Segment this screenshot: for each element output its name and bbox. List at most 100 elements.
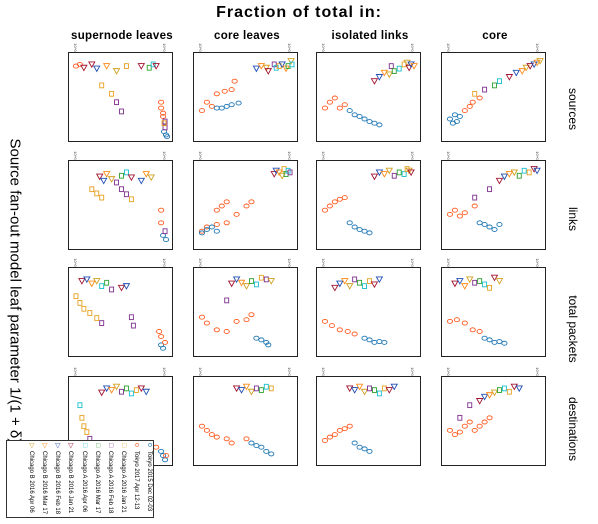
scatter-plot-area <box>198 58 295 114</box>
data-point <box>228 102 235 108</box>
data-point <box>482 281 488 288</box>
data-point <box>391 68 397 74</box>
data-point <box>114 99 119 106</box>
data-point <box>410 63 418 70</box>
data-point <box>446 116 453 122</box>
data-point <box>362 283 367 289</box>
data-point <box>345 385 354 393</box>
data-point <box>146 64 152 71</box>
data-point <box>372 387 377 393</box>
data-point <box>268 451 275 457</box>
data-point <box>518 68 526 75</box>
data-point <box>213 91 220 97</box>
data-point <box>158 334 165 339</box>
data-point <box>505 74 514 81</box>
axis-tick-label: 10^0 <box>320 43 326 52</box>
data-point <box>388 63 394 69</box>
data-point <box>366 230 373 236</box>
data-point <box>133 387 139 393</box>
data-point <box>160 110 167 116</box>
data-point <box>223 436 230 442</box>
data-point <box>341 102 348 108</box>
scatter-plot-area <box>446 383 524 438</box>
data-point <box>515 385 524 393</box>
data-point <box>262 64 271 72</box>
legend-label: Chicago B 2016 Feb 18 <box>54 451 60 515</box>
legend-marker: ▷ <box>28 443 35 449</box>
data-point <box>249 278 254 284</box>
data-point <box>360 388 369 396</box>
data-point <box>213 434 220 440</box>
data-point <box>233 211 240 217</box>
data-point <box>252 65 261 73</box>
scatter-plot-area <box>198 166 293 236</box>
row-label-links: links <box>566 206 580 231</box>
data-point <box>142 171 151 178</box>
data-point <box>109 90 115 97</box>
data-point <box>102 171 111 178</box>
axis-tick-label: 10^0 <box>534 151 540 160</box>
data-point <box>351 224 358 230</box>
axis-tick-label: 10^0 <box>320 367 326 376</box>
scatter-panel-links-core-leaves: 10^0 10^0 <box>193 151 298 250</box>
data-point <box>467 402 473 409</box>
data-point <box>481 419 488 425</box>
legend-marker: □ <box>81 443 88 448</box>
data-point <box>258 274 264 281</box>
data-point <box>158 220 165 226</box>
data-point <box>456 114 463 119</box>
data-point <box>128 196 134 203</box>
data-point <box>161 120 167 127</box>
data-point <box>385 387 394 394</box>
data-point <box>88 280 96 288</box>
data-point <box>213 327 220 333</box>
data-point <box>492 82 497 89</box>
scatter-panel-sources-supernode-leaves: 10^0 10^0 <box>68 43 173 142</box>
data-point <box>375 169 384 177</box>
data-point <box>162 118 168 125</box>
data-point <box>461 320 468 326</box>
data-point <box>153 444 160 450</box>
data-point <box>336 280 344 288</box>
data-point <box>510 383 519 391</box>
data-point <box>530 166 538 173</box>
scatter-plot-area <box>446 274 508 346</box>
data-point <box>273 64 279 71</box>
data-point <box>237 387 246 394</box>
data-point <box>376 122 383 128</box>
data-point <box>81 423 87 430</box>
legend-label: Tokyo 2015 Dec 02-03 <box>146 451 152 512</box>
data-point <box>89 186 95 193</box>
data-point <box>361 335 368 341</box>
legend-marker: ▷ <box>41 443 48 449</box>
data-point <box>385 71 394 79</box>
data-point <box>407 169 415 177</box>
data-point <box>321 438 328 443</box>
data-point <box>367 385 372 392</box>
data-point <box>385 167 394 175</box>
axis-tick-label: 10^0 <box>320 151 326 160</box>
data-point <box>278 172 286 180</box>
legend-entry: □ Chicago A 2016 Feb 18 <box>106 443 114 521</box>
data-point <box>99 82 105 89</box>
legend-label: Chicago A 2016 Jan 21 <box>120 451 126 513</box>
data-point <box>371 120 378 126</box>
data-point <box>102 63 111 70</box>
legend-entry: □ Chicago A 2016 Jan 21 <box>119 443 127 521</box>
data-point <box>289 61 295 68</box>
data-point <box>272 167 280 175</box>
column-label-isolated-links: isolated links <box>331 30 409 42</box>
legend-label: Chicago B 2016 Mar 17 <box>41 451 47 515</box>
data-point <box>451 207 458 213</box>
axis-tick-label: 10^0 <box>161 43 167 52</box>
data-point <box>237 279 246 287</box>
data-point <box>147 174 155 182</box>
data-point <box>346 423 353 429</box>
data-point <box>213 207 220 213</box>
data-point <box>223 103 230 109</box>
data-point <box>405 167 413 175</box>
data-point <box>137 63 146 70</box>
data-point <box>142 388 151 396</box>
legend-entry: o Tokyo 2017 Apr 12-13 <box>132 443 140 521</box>
scatter-panel-sources-core: 10^0 10^0 <box>441 43 546 142</box>
